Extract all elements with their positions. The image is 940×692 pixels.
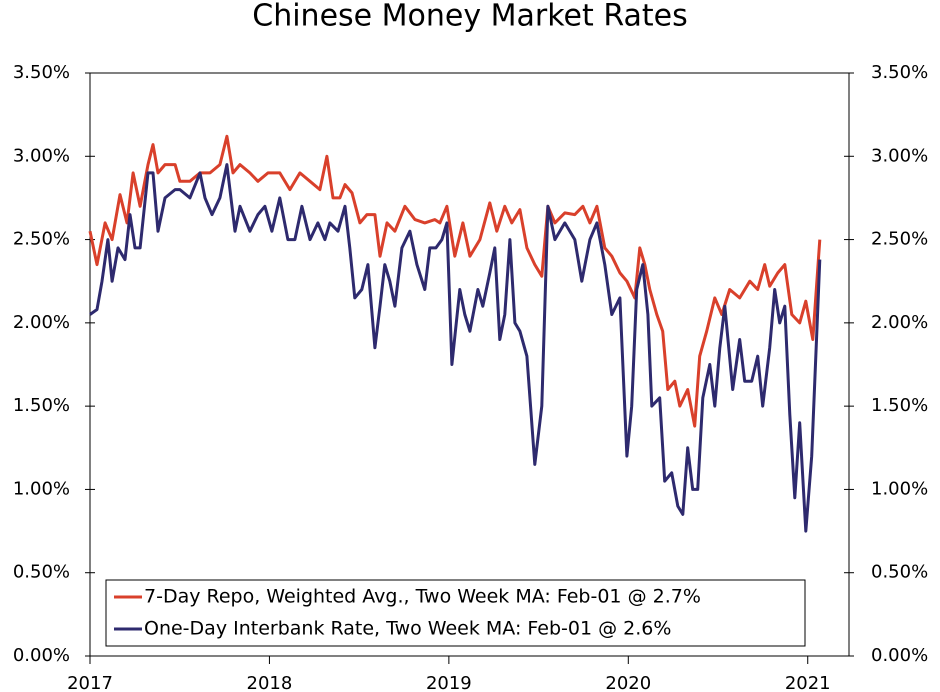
y2-tick-label: 2.50% xyxy=(871,229,928,250)
chart-title: Chinese Money Market Rates xyxy=(252,0,687,34)
y-tick-label: 0.00% xyxy=(13,645,70,666)
x-tick-label: 2021 xyxy=(785,673,831,692)
legend-label: 7-Day Repo, Weighted Avg., Two Week MA: … xyxy=(144,586,701,608)
series-line xyxy=(88,134,822,428)
y2-tick-label: 0.50% xyxy=(871,562,928,583)
legend-box xyxy=(105,579,806,647)
y-tick-label: 3.00% xyxy=(13,145,70,166)
y2-tick-label: 0.00% xyxy=(871,645,928,666)
y-tick-label: 1.00% xyxy=(13,478,70,499)
x-tick-label: 2020 xyxy=(605,673,651,692)
legend-label: One-Day Interbank Rate, Two Week MA: Feb… xyxy=(144,618,671,640)
y-tick-label: 2.50% xyxy=(13,229,70,250)
y-tick-label: 2.00% xyxy=(13,312,70,333)
y-tick-label: 3.50% xyxy=(13,62,70,83)
y-tick-label: 1.50% xyxy=(13,395,70,416)
plot-frame xyxy=(89,72,850,657)
y2-tick-label: 2.00% xyxy=(871,312,928,333)
y-tick-label: 0.50% xyxy=(13,562,70,583)
series-line xyxy=(89,163,822,533)
x-tick-label: 2017 xyxy=(67,673,113,692)
y2-tick-label: 1.50% xyxy=(871,395,928,416)
y2-tick-label: 3.00% xyxy=(871,145,928,166)
x-tick-label: 2018 xyxy=(247,673,293,692)
y2-tick-label: 1.00% xyxy=(871,478,928,499)
y2-tick-label: 3.50% xyxy=(871,62,928,83)
x-tick-label: 2019 xyxy=(426,673,472,692)
